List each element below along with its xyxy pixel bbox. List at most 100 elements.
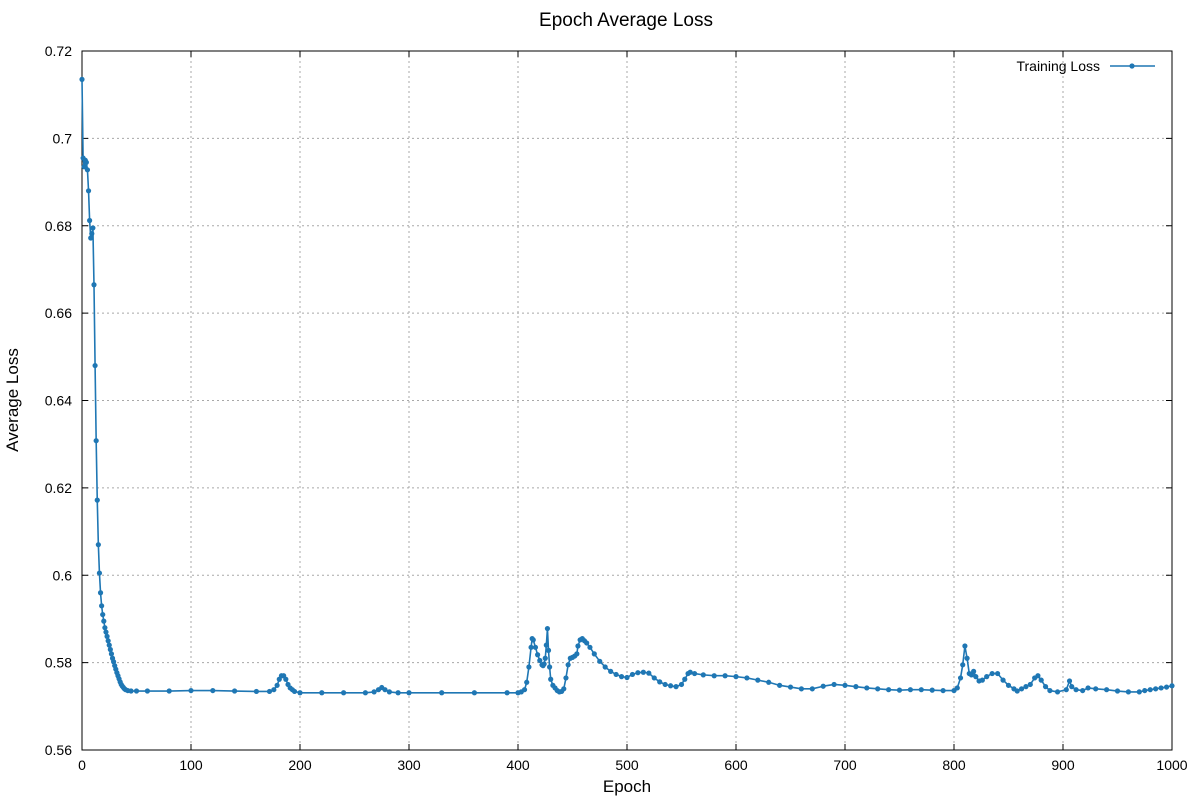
data-point <box>92 362 98 369</box>
data-point <box>591 651 597 657</box>
y-tick-label: 0.6 <box>53 567 73 583</box>
x-tick-label: 300 <box>397 757 421 773</box>
x-tick-label: 700 <box>833 757 857 773</box>
data-point <box>1035 673 1041 679</box>
data-point <box>1027 681 1033 688</box>
data-point <box>504 690 510 696</box>
x-axis-title: Epoch <box>603 777 651 796</box>
data-point <box>471 690 477 696</box>
data-point <box>91 282 97 288</box>
data-point <box>700 672 706 678</box>
data-point <box>545 647 552 653</box>
data-point <box>733 674 739 680</box>
data-point <box>561 686 567 692</box>
y-tick-label: 0.56 <box>45 742 72 758</box>
data-point <box>253 688 259 695</box>
data-point <box>875 686 881 692</box>
data-point <box>1085 685 1091 691</box>
data-point <box>232 688 238 694</box>
legend: Training Loss <box>1016 58 1155 74</box>
y-tick-label: 0.58 <box>45 655 72 671</box>
data-point <box>1114 688 1121 694</box>
data-point <box>971 668 977 674</box>
data-point <box>1038 677 1044 683</box>
data-point <box>608 668 614 674</box>
data-point <box>166 688 172 694</box>
data-point <box>1000 677 1006 683</box>
data-point <box>144 688 150 694</box>
legend-label-training-loss: Training Loss <box>1016 58 1100 74</box>
data-point <box>297 690 303 696</box>
data-point <box>597 658 603 664</box>
data-point <box>386 689 392 695</box>
data-point <box>1093 686 1099 692</box>
data-point <box>1054 689 1061 695</box>
x-tick-label: 600 <box>724 757 748 773</box>
data-point <box>629 671 636 678</box>
data-point <box>587 644 593 650</box>
data-point <box>547 664 553 670</box>
data-point <box>678 681 685 688</box>
chart-title: Epoch Average Loss <box>539 10 713 31</box>
data-point <box>575 643 581 649</box>
data-point <box>1023 684 1029 690</box>
data-point <box>87 217 93 224</box>
data-point <box>1169 683 1175 689</box>
data-point <box>341 690 347 696</box>
data-point <box>662 681 668 688</box>
data-point <box>95 542 101 548</box>
data-point <box>691 670 698 677</box>
data-point <box>820 683 826 689</box>
data-point <box>1047 687 1053 694</box>
axis-ticks <box>81 50 1173 751</box>
data-point <box>188 687 194 694</box>
data-point <box>618 674 625 680</box>
data-point <box>646 670 652 676</box>
data-point <box>85 188 92 194</box>
data-point <box>548 676 554 682</box>
data-point <box>687 669 693 675</box>
data-point <box>544 625 551 632</box>
data-point <box>530 637 536 643</box>
data-point <box>133 688 140 694</box>
data-point <box>128 688 134 694</box>
data-point <box>842 682 848 688</box>
x-tick-label: 200 <box>288 757 312 773</box>
data-point <box>1080 687 1086 694</box>
data-point <box>106 642 112 648</box>
data-point <box>103 629 109 635</box>
data-point <box>105 638 111 644</box>
data-point <box>266 688 273 695</box>
data-point <box>542 655 548 661</box>
data-point <box>907 687 914 693</box>
series-layer <box>79 76 1175 696</box>
x-tick-label: 800 <box>942 757 966 773</box>
data-point <box>584 640 590 646</box>
data-point <box>989 670 995 677</box>
x-tick-label: 400 <box>506 757 530 773</box>
data-point <box>439 690 445 696</box>
x-tick-label: 0 <box>78 757 86 773</box>
data-point <box>1042 684 1049 690</box>
data-point <box>99 603 105 609</box>
data-point <box>896 687 903 693</box>
data-point <box>563 675 569 681</box>
data-point <box>613 671 619 678</box>
data-point <box>940 687 946 694</box>
legend-swatch-marker <box>1129 63 1135 69</box>
data-point <box>668 683 674 689</box>
grid <box>82 51 1172 750</box>
data-point <box>524 679 530 685</box>
data-point <box>918 687 924 693</box>
data-point <box>543 642 549 648</box>
data-point <box>1158 685 1164 691</box>
data-point <box>526 664 532 670</box>
y-tick-label: 0.64 <box>45 393 72 409</box>
data-point <box>1063 687 1069 693</box>
data-point <box>995 670 1001 677</box>
data-point <box>1142 687 1148 694</box>
data-point <box>111 659 117 665</box>
data-point <box>624 674 630 681</box>
y-tick-label: 0.7 <box>53 130 73 146</box>
data-point <box>107 646 113 653</box>
